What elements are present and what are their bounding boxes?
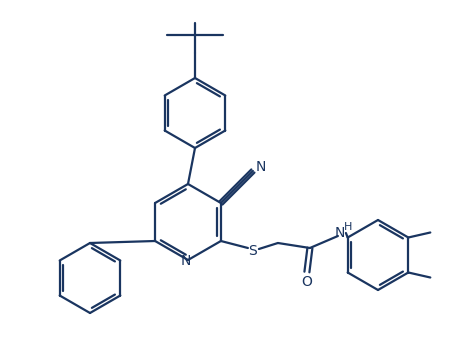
- Text: N: N: [256, 160, 266, 174]
- Text: H: H: [344, 222, 352, 232]
- Text: N: N: [181, 254, 191, 268]
- Text: S: S: [249, 244, 257, 258]
- Text: N: N: [335, 226, 345, 240]
- Text: O: O: [302, 275, 312, 289]
